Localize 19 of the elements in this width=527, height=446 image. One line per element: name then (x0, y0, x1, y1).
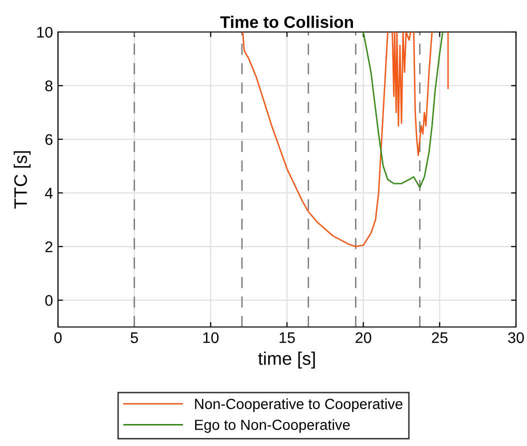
x-tick-label: 20 (356, 332, 372, 344)
chart-title: Time to Collision (220, 16, 353, 28)
x-tick-label: 25 (432, 332, 448, 344)
legend-label: Non-Cooperative to Cooperative (195, 398, 402, 412)
legend-label: Ego to Non-Cooperative (195, 419, 350, 433)
x-tick-label: 15 (280, 332, 295, 344)
y-tick-label: 10 (37, 26, 53, 38)
y-axis-title: TTC [s] (14, 151, 31, 209)
line-series (362, 32, 444, 188)
y-tick-label: 8 (45, 80, 52, 92)
y-tick-label: 0 (45, 295, 53, 306)
x-tick-label: 0 (54, 332, 62, 344)
y-tick-label: 2 (45, 241, 52, 252)
x-axis-title: time [s] (258, 352, 315, 368)
x-tick-label: 5 (130, 332, 138, 344)
x-tick-label: 30 (508, 332, 524, 344)
y-tick-label: 6 (45, 134, 52, 145)
y-tick-label: 4 (44, 188, 53, 198)
x-tick-label: 10 (203, 332, 219, 344)
